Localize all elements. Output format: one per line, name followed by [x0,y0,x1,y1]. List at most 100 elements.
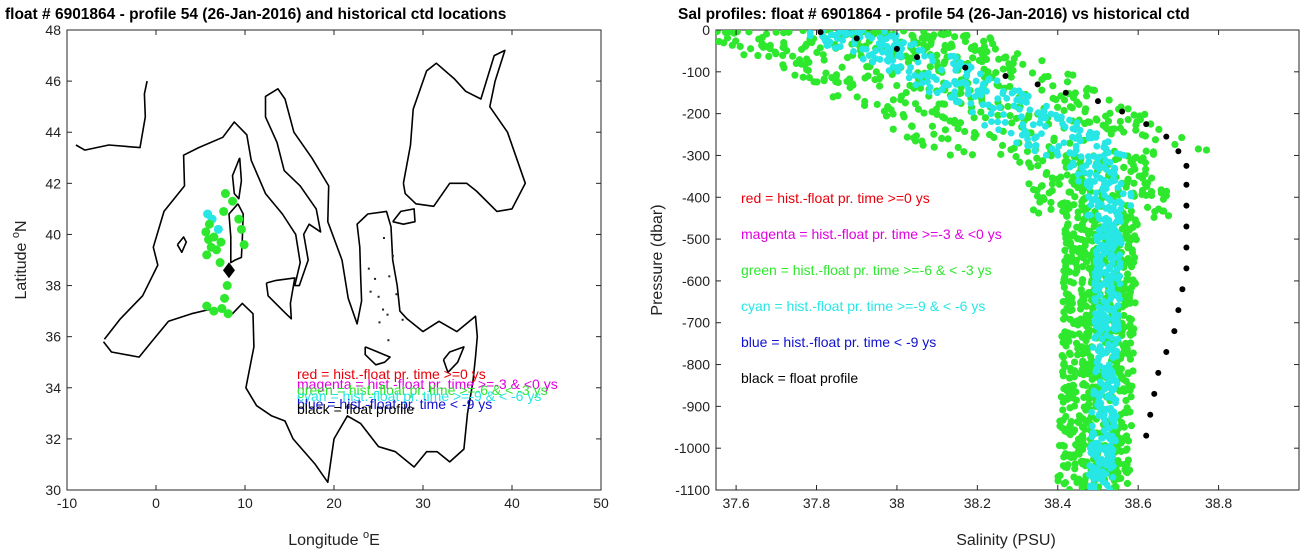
island-speck [378,321,381,324]
historical-cyan-point [1040,108,1048,116]
historical-cyan-point [1102,461,1110,469]
historical-point [219,206,229,216]
map-xtick-label: 50 [593,495,609,511]
float-profile-point [1002,73,1009,79]
map-xtick-label: 30 [415,495,431,511]
historical-green-point [946,151,954,159]
historical-cyan-point [868,34,876,42]
historical-cyan-point [1102,204,1110,212]
profile-legend-entry: cyan = hist.-float pr. time >=-9 & < -6 … [741,298,985,314]
historical-cyan-point [1104,305,1112,313]
historical-green-point [1043,169,1051,177]
historical-cyan-point [1095,165,1103,173]
historical-green-point [1063,171,1071,179]
historical-green-point [758,41,766,50]
historical-green-point [791,71,799,79]
historical-cyan-point [1013,139,1020,147]
historical-cyan-point [1100,280,1108,288]
historical-cyan-point [915,46,923,54]
historical-green-point [920,109,928,117]
historical-point [222,281,232,291]
historical-green-point [1071,89,1079,97]
historical-point [202,301,212,311]
historical-cyan-point [1109,271,1117,278]
historical-green-point [1082,318,1090,326]
historical-cyan-point [1098,335,1106,343]
float-profile-point [1183,202,1190,209]
map-xtick-label: 40 [504,495,520,511]
historical-green-point [1149,148,1158,156]
profile-ytick-label: -100 [682,64,710,80]
historical-cyan-point [1110,324,1117,332]
profile-xtick-label: 38.2 [964,495,991,511]
profile-ytick-label: -300 [682,147,710,163]
float-profile-point [1183,265,1190,272]
historical-cyan-point [1104,340,1112,348]
historical-green-point [1061,313,1069,321]
historical-green-point [1038,57,1046,65]
historical-green-point [1029,206,1038,214]
historical-green-point [1062,234,1070,242]
historical-green-point [1071,460,1079,468]
historical-cyan-point [1094,154,1101,162]
historical-green-point [1060,359,1068,367]
historical-green-point [1077,457,1085,466]
historical-cyan-point [1000,111,1007,118]
historical-cyan-point [1094,159,1101,167]
historical-green-point [948,42,956,51]
historical-cyan-point [877,42,884,50]
map-legend-entry: cyan = hist.-float pr. time >=-9 & < -6 … [297,388,541,404]
historical-green-point [1047,205,1055,213]
historical-green-point [1056,417,1064,425]
historical-green-point [970,114,978,122]
historical-point [228,196,238,206]
historical-green-point [1080,360,1088,368]
historical-cyan-point [883,56,891,64]
historical-green-point [721,30,730,37]
historical-green-point [716,30,718,34]
historical-cyan-point [1103,242,1111,250]
historical-green-point [829,93,837,101]
historical-green-point [1059,372,1067,380]
historical-green-point [1033,192,1042,200]
float-profile-point [1183,223,1190,230]
historical-green-point [1071,193,1079,201]
historical-cyan-point [1106,197,1114,204]
historical-cyan-point [996,104,1003,111]
float-profile-point [1143,121,1150,128]
historical-green-point [1055,180,1064,188]
historical-green-point [940,47,948,55]
historical-cyan-point [1093,250,1101,258]
historical-cyan-point [1069,161,1077,168]
profile-ytick-label: -200 [682,106,710,122]
historical-green-point [834,78,842,87]
historical-green-point [907,122,916,130]
historical-cyan-point [1116,212,1124,220]
historical-green-point [1102,123,1110,131]
historical-cyan-point [1092,195,1099,203]
map-ytick-label: 36 [45,329,61,345]
historical-cyan-point [1013,96,1021,104]
profile-ytick-label: -900 [682,398,710,414]
historical-cyan-point [1094,203,1102,210]
historical-green-point [1063,212,1071,220]
historical-cyan-point [1109,344,1117,352]
historical-green-point [1062,412,1070,421]
historical-green-point [926,63,934,71]
historical-green-point [1122,227,1130,236]
historical-cyan-point [1103,325,1111,333]
island-speck [386,313,389,316]
historical-green-point [772,50,780,58]
historical-green-point [918,137,926,145]
historical-green-point [1067,367,1075,375]
historical-green-point [772,30,780,36]
historical-green-point [1061,479,1070,487]
historical-green-point [1033,154,1041,162]
historical-green-point [982,55,991,64]
historical-green-point [1128,283,1136,291]
historical-cyan-point [1088,408,1096,416]
historical-cyan-point [1023,98,1030,106]
historical-green-point [1142,191,1150,199]
historical-cyan-point [1114,335,1122,343]
historical-green-point [816,44,824,52]
